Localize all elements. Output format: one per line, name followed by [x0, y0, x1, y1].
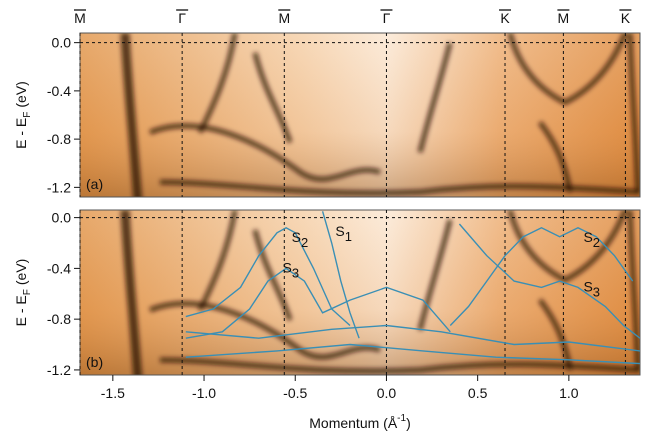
symmetry-label: M: [278, 10, 290, 26]
annotation-sub: 3: [292, 266, 299, 281]
panel-label: (b): [86, 354, 103, 370]
y-label-main: E - E: [13, 118, 29, 149]
band-feature: [149, 123, 381, 182]
symmetry-label: M: [558, 10, 570, 26]
y-tick-label: -0.8: [47, 311, 71, 327]
y-tick-label: 0.0: [52, 35, 72, 51]
y-tick-label: -0.4: [47, 83, 71, 99]
band-feature: [159, 179, 640, 196]
x-tick-label: 1.0: [559, 385, 579, 401]
x-label-main: Momentum (Å: [309, 415, 398, 431]
band-feature: [252, 52, 293, 144]
x-label-sup: -1: [397, 413, 406, 424]
band-feature: [507, 33, 628, 106]
band-feature: [149, 301, 381, 360]
panel: 0.0 -0.4 -0.8 -1.2 E - EF (eV) (b) -1.5 -1.0 -0.5…: [13, 209, 641, 431]
fitted-band: [458, 223, 640, 339]
band-annotation: S3: [583, 279, 600, 300]
fitted-band: [185, 324, 640, 352]
y-tick-label: -1.2: [47, 362, 71, 378]
y-tick-label: -1.2: [47, 179, 71, 195]
fitted-band: [185, 227, 351, 327]
y-label-sub: F: [22, 289, 33, 295]
x-label-end: ): [406, 415, 411, 431]
y-axis-label: E - EF (eV): [13, 81, 33, 149]
annotation-main: S: [583, 229, 592, 245]
symmetry-label: K: [621, 10, 631, 26]
annotation-main: S: [335, 223, 344, 239]
y-axis-label: E - EF (eV): [13, 259, 33, 327]
x-tick-label: -0.5: [283, 385, 307, 401]
band-annotation: S3: [282, 260, 299, 281]
y-tick-label: -0.4: [47, 260, 71, 276]
intensity-map: [80, 210, 640, 375]
y-tick-label: 0.0: [52, 210, 72, 226]
fitted-band: [185, 343, 640, 365]
annotation-main: S: [292, 229, 301, 245]
band-feature: [627, 210, 640, 371]
panel: M Γ M Γ K M K 0.0 -0.4 -0.8 -1.2 E - EF (eV) (a): [13, 9, 641, 198]
annotation-sub: 3: [593, 285, 600, 300]
band-feature: [417, 42, 453, 153]
panel-label: (a): [86, 176, 103, 192]
band-feature: [197, 33, 238, 134]
x-tick-label: 0.5: [468, 385, 488, 401]
band-annotation: S2: [583, 229, 600, 250]
y-label-unit: (eV): [13, 259, 29, 285]
x-tick-label: -1.0: [192, 385, 216, 401]
fitted-band: [321, 211, 360, 339]
band-feature: [507, 210, 628, 283]
curves: [185, 211, 640, 365]
y-label-unit: (eV): [13, 81, 29, 107]
fitted-band: [449, 227, 634, 326]
x-tick-label: -1.5: [101, 385, 125, 401]
band-feature: [120, 33, 143, 197]
bands: [120, 33, 640, 197]
y-label-main: E - E: [13, 295, 29, 326]
annotation-sub: 2: [593, 235, 600, 250]
frame: [79, 209, 641, 376]
annotation-sub: 2: [301, 235, 308, 250]
band-annotation: S1: [335, 223, 352, 244]
annotation-main: S: [583, 279, 592, 295]
band-feature: [537, 120, 573, 193]
x-axis-label: Momentum (Å-1): [309, 413, 411, 431]
annotation-main: S: [282, 260, 291, 276]
band-feature: [537, 298, 573, 371]
symmetry-label: K: [500, 10, 510, 26]
symmetry-label: Γ: [178, 10, 186, 26]
band-feature: [627, 33, 640, 193]
frame: [79, 32, 641, 198]
symmetry-label: M: [74, 10, 86, 26]
y-label-sub: F: [22, 112, 33, 118]
x-tick-label: 0.0: [377, 385, 397, 401]
band-annotation: S2: [292, 229, 309, 250]
y-tick-label: -0.8: [47, 131, 71, 147]
band-feature: [159, 357, 640, 374]
band-feature: [120, 210, 143, 375]
symmetry-label: Γ: [383, 10, 391, 26]
fitted-band: [185, 267, 451, 339]
band-feature: [197, 210, 238, 312]
band-feature: [252, 229, 293, 321]
bands: [120, 210, 640, 375]
intensity-map: [80, 33, 640, 197]
annotation-sub: 1: [345, 229, 352, 244]
band-feature: [417, 219, 453, 331]
